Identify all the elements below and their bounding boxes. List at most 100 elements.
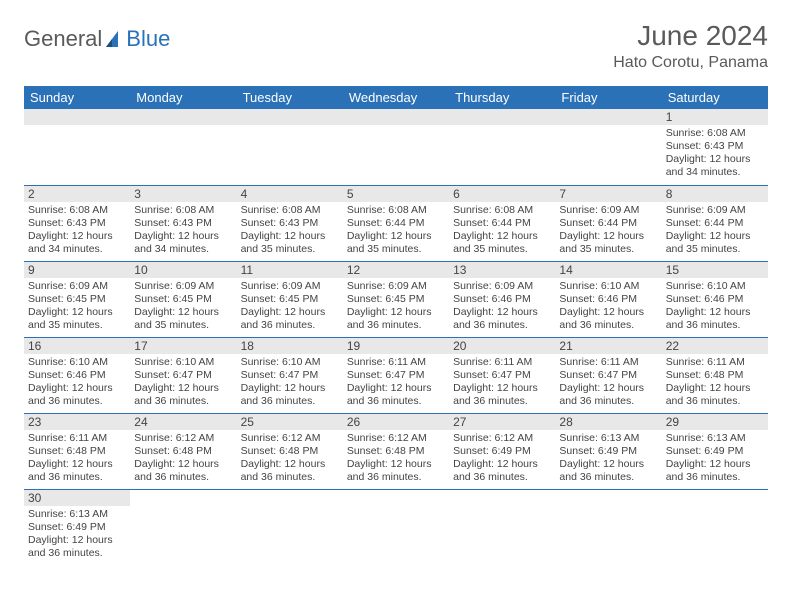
sunset-line: Sunset: 6:46 PM: [28, 369, 126, 382]
day-details: Sunrise: 6:10 AMSunset: 6:47 PMDaylight:…: [130, 354, 236, 413]
sunset-line: Sunset: 6:47 PM: [559, 369, 657, 382]
day-number: 18: [237, 338, 343, 354]
calendar-cell: [662, 489, 768, 565]
day-number: 10: [130, 262, 236, 278]
calendar-row: 9Sunrise: 6:09 AMSunset: 6:45 PMDaylight…: [24, 261, 768, 337]
calendar-cell: 29Sunrise: 6:13 AMSunset: 6:49 PMDayligh…: [662, 413, 768, 489]
calendar-cell: 11Sunrise: 6:09 AMSunset: 6:45 PMDayligh…: [237, 261, 343, 337]
sunrise-line: Sunrise: 6:09 AM: [559, 204, 657, 217]
sunrise-line: Sunrise: 6:09 AM: [453, 280, 551, 293]
page-title: June 2024: [613, 20, 768, 52]
calendar-cell: 7Sunrise: 6:09 AMSunset: 6:44 PMDaylight…: [555, 185, 661, 261]
calendar-cell: 13Sunrise: 6:09 AMSunset: 6:46 PMDayligh…: [449, 261, 555, 337]
daylight-line: Daylight: 12 hours and 36 minutes.: [347, 306, 445, 332]
day-number: 26: [343, 414, 449, 430]
sunset-line: Sunset: 6:44 PM: [666, 217, 764, 230]
day-number: 9: [24, 262, 130, 278]
daylight-line: Daylight: 12 hours and 35 minutes.: [666, 230, 764, 256]
day-number: 1: [662, 109, 768, 125]
daylight-line: Daylight: 12 hours and 36 minutes.: [666, 306, 764, 332]
calendar-cell: 20Sunrise: 6:11 AMSunset: 6:47 PMDayligh…: [449, 337, 555, 413]
day-number: 29: [662, 414, 768, 430]
calendar-cell: 27Sunrise: 6:12 AMSunset: 6:49 PMDayligh…: [449, 413, 555, 489]
day-number: 25: [237, 414, 343, 430]
day-number: 19: [343, 338, 449, 354]
day-number: 4: [237, 186, 343, 202]
day-number: 7: [555, 186, 661, 202]
calendar-cell: [449, 109, 555, 185]
calendar-cell: [24, 109, 130, 185]
calendar-cell: 22Sunrise: 6:11 AMSunset: 6:48 PMDayligh…: [662, 337, 768, 413]
day-details: Sunrise: 6:08 AMSunset: 6:43 PMDaylight:…: [662, 125, 768, 184]
sunrise-line: Sunrise: 6:08 AM: [241, 204, 339, 217]
daylight-line: Daylight: 12 hours and 36 minutes.: [559, 306, 657, 332]
weekday-header: Saturday: [662, 86, 768, 109]
sunset-line: Sunset: 6:43 PM: [134, 217, 232, 230]
calendar-cell: 15Sunrise: 6:10 AMSunset: 6:46 PMDayligh…: [662, 261, 768, 337]
calendar-cell: [555, 109, 661, 185]
day-number-bar: [343, 109, 449, 125]
day-details: Sunrise: 6:10 AMSunset: 6:47 PMDaylight:…: [237, 354, 343, 413]
day-number: 30: [24, 490, 130, 506]
daylight-line: Daylight: 12 hours and 35 minutes.: [134, 306, 232, 332]
daylight-line: Daylight: 12 hours and 36 minutes.: [666, 458, 764, 484]
day-details: Sunrise: 6:11 AMSunset: 6:47 PMDaylight:…: [555, 354, 661, 413]
calendar-cell: [237, 109, 343, 185]
day-number-bar: [24, 109, 130, 125]
calendar-cell: 18Sunrise: 6:10 AMSunset: 6:47 PMDayligh…: [237, 337, 343, 413]
day-details: Sunrise: 6:10 AMSunset: 6:46 PMDaylight:…: [24, 354, 130, 413]
daylight-line: Daylight: 12 hours and 35 minutes.: [453, 230, 551, 256]
sunset-line: Sunset: 6:48 PM: [666, 369, 764, 382]
calendar-row: 2Sunrise: 6:08 AMSunset: 6:43 PMDaylight…: [24, 185, 768, 261]
daylight-line: Daylight: 12 hours and 34 minutes.: [134, 230, 232, 256]
calendar-cell: [343, 489, 449, 565]
day-details: Sunrise: 6:09 AMSunset: 6:44 PMDaylight:…: [555, 202, 661, 261]
sunset-line: Sunset: 6:46 PM: [666, 293, 764, 306]
weekday-header: Monday: [130, 86, 236, 109]
daylight-line: Daylight: 12 hours and 34 minutes.: [666, 153, 764, 179]
weekday-header: Thursday: [449, 86, 555, 109]
day-details: Sunrise: 6:09 AMSunset: 6:46 PMDaylight:…: [449, 278, 555, 337]
day-details: Sunrise: 6:08 AMSunset: 6:44 PMDaylight:…: [343, 202, 449, 261]
sunset-line: Sunset: 6:46 PM: [559, 293, 657, 306]
day-number-bar: [555, 109, 661, 125]
weekday-header-row: Sunday Monday Tuesday Wednesday Thursday…: [24, 86, 768, 109]
sunrise-line: Sunrise: 6:09 AM: [666, 204, 764, 217]
day-number: 3: [130, 186, 236, 202]
calendar-cell: 8Sunrise: 6:09 AMSunset: 6:44 PMDaylight…: [662, 185, 768, 261]
calendar-cell: [449, 489, 555, 565]
weekday-header: Tuesday: [237, 86, 343, 109]
sunrise-line: Sunrise: 6:11 AM: [28, 432, 126, 445]
daylight-line: Daylight: 12 hours and 35 minutes.: [559, 230, 657, 256]
day-number: 24: [130, 414, 236, 430]
calendar-cell: [343, 109, 449, 185]
day-number: 21: [555, 338, 661, 354]
sunset-line: Sunset: 6:43 PM: [241, 217, 339, 230]
calendar-cell: [130, 489, 236, 565]
weekday-header: Friday: [555, 86, 661, 109]
daylight-line: Daylight: 12 hours and 35 minutes.: [347, 230, 445, 256]
calendar-cell: 28Sunrise: 6:13 AMSunset: 6:49 PMDayligh…: [555, 413, 661, 489]
calendar-cell: [237, 489, 343, 565]
calendar-cell: 26Sunrise: 6:12 AMSunset: 6:48 PMDayligh…: [343, 413, 449, 489]
day-number: 11: [237, 262, 343, 278]
day-number-bar: [130, 109, 236, 125]
sunrise-line: Sunrise: 6:13 AM: [559, 432, 657, 445]
day-number: 13: [449, 262, 555, 278]
sunset-line: Sunset: 6:47 PM: [347, 369, 445, 382]
sunset-line: Sunset: 6:47 PM: [453, 369, 551, 382]
day-details: Sunrise: 6:09 AMSunset: 6:45 PMDaylight:…: [130, 278, 236, 337]
day-details: Sunrise: 6:08 AMSunset: 6:44 PMDaylight:…: [449, 202, 555, 261]
sunrise-line: Sunrise: 6:11 AM: [666, 356, 764, 369]
sunset-line: Sunset: 6:48 PM: [241, 445, 339, 458]
calendar-cell: 9Sunrise: 6:09 AMSunset: 6:45 PMDaylight…: [24, 261, 130, 337]
sunrise-line: Sunrise: 6:08 AM: [134, 204, 232, 217]
day-number: 5: [343, 186, 449, 202]
calendar-cell: 30Sunrise: 6:13 AMSunset: 6:49 PMDayligh…: [24, 489, 130, 565]
calendar-cell: 4Sunrise: 6:08 AMSunset: 6:43 PMDaylight…: [237, 185, 343, 261]
logo-text-b: Blue: [126, 26, 170, 52]
day-details: Sunrise: 6:10 AMSunset: 6:46 PMDaylight:…: [555, 278, 661, 337]
calendar-cell: 24Sunrise: 6:12 AMSunset: 6:48 PMDayligh…: [130, 413, 236, 489]
daylight-line: Daylight: 12 hours and 36 minutes.: [241, 382, 339, 408]
sunset-line: Sunset: 6:45 PM: [134, 293, 232, 306]
